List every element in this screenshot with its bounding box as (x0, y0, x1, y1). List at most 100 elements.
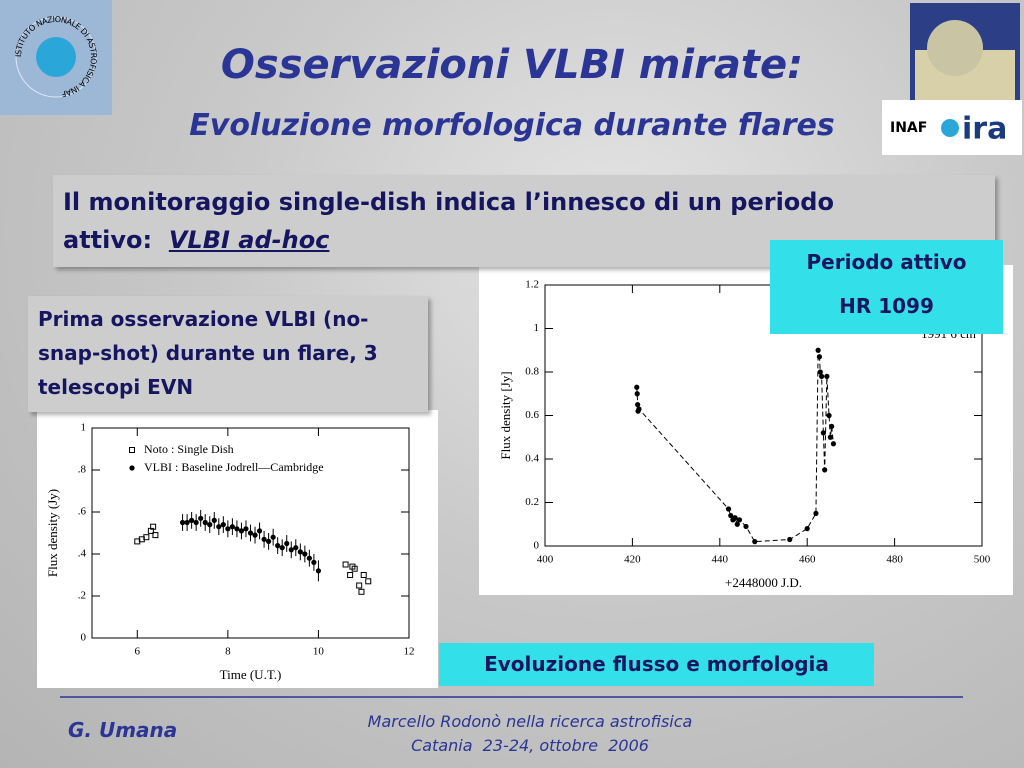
x-tick-label: 500 (974, 554, 991, 566)
marker (229, 524, 235, 530)
y-tick-label: 0.2 (525, 496, 539, 508)
x-axis-label: Time (U.T.) (220, 667, 282, 682)
marker (347, 572, 354, 578)
marker (252, 532, 258, 538)
x-tick-label: 420 (624, 554, 641, 566)
marker (184, 519, 190, 526)
y-tick-label: 0.6 (525, 409, 539, 421)
marker (725, 506, 732, 512)
marker (820, 430, 826, 436)
marker (311, 559, 317, 566)
ira-logo-dot (941, 119, 959, 137)
x-tick-label: 460 (799, 554, 816, 566)
x-tick-label: 440 (712, 554, 729, 566)
marker (342, 561, 349, 568)
marker (225, 526, 231, 532)
marker (360, 572, 367, 578)
marker (216, 524, 222, 530)
marker (826, 412, 832, 419)
marker (827, 434, 833, 440)
y-tick-label: 1 (534, 322, 540, 334)
marker (365, 578, 372, 585)
marker (635, 402, 641, 408)
marker (728, 512, 734, 519)
x-tick-label: 8 (225, 646, 231, 658)
marker (279, 545, 285, 551)
y-tick-label: 0.4 (525, 453, 539, 465)
marker (315, 568, 322, 574)
marker (266, 538, 272, 545)
marker (815, 347, 821, 353)
marker (284, 540, 290, 547)
marker (829, 423, 835, 429)
marker (129, 447, 135, 453)
footer-date: Catania 23-24, ottobre 2006 (411, 736, 649, 755)
caption-box: Evoluzione flusso e morfologia (439, 643, 874, 686)
marker (358, 588, 365, 595)
plot-frame (91, 427, 410, 639)
observatory-dome (927, 20, 983, 76)
x-tick-label: 400 (537, 554, 554, 566)
marker (143, 534, 150, 541)
marker (743, 523, 749, 530)
active-period-box: Periodo attivo HR 1099 (770, 240, 1003, 334)
note-box: Prima osservazione VLBI (no-snap-shot) d… (28, 296, 428, 412)
marker (819, 373, 825, 379)
marker (787, 536, 793, 543)
intro-highlight: VLBI ad-hoc (168, 226, 330, 254)
ira-logo-text: ira (962, 112, 1007, 147)
marker (732, 515, 738, 521)
title: Osservazioni VLBI mirate: (220, 42, 804, 88)
marker (830, 441, 837, 447)
active-period-label: Periodo attivo (806, 250, 967, 274)
marker (293, 545, 299, 551)
y-tick-label: .8 (78, 464, 87, 476)
marker (152, 532, 159, 539)
marker (220, 522, 226, 528)
marker (189, 517, 195, 524)
y-tick-label: .2 (78, 590, 86, 602)
y-tick-label: 0 (534, 540, 540, 552)
legend-label: Noto : Single Dish (144, 442, 234, 456)
marker (179, 519, 186, 526)
marker (275, 543, 281, 549)
marker (198, 515, 204, 521)
x-axis-label: +2448000 J.D. (725, 575, 802, 590)
marker (211, 517, 217, 524)
y-tick-label: 1.2 (525, 279, 539, 291)
marker (804, 526, 810, 532)
marker (256, 528, 263, 534)
legend-label: VLBI : Baseline Jodrell—Cambridge (144, 460, 324, 474)
marker (202, 519, 208, 526)
marker (234, 526, 240, 532)
y-tick-label: 1 (81, 422, 87, 434)
y-tick-label: .4 (78, 548, 87, 560)
footer-event-block: Marcello Rodonò nella ricerca astrofisic… (280, 710, 780, 758)
footer-event: Marcello Rodonò nella ricerca astrofisic… (367, 712, 693, 731)
marker (150, 523, 157, 530)
x-tick-label: 12 (404, 646, 415, 658)
intro-text: Il monitoraggio single-dish indica l’inn… (63, 188, 834, 254)
y-tick-label: 0 (81, 632, 87, 644)
marker (736, 517, 743, 523)
marker (129, 465, 135, 471)
footer-author: G. Umana (68, 718, 178, 742)
logo-planet (36, 37, 76, 77)
x-tick-label: 10 (313, 646, 325, 658)
marker (247, 530, 254, 536)
marker (636, 406, 642, 412)
y-axis-label: Flux density (Jy) (45, 489, 60, 577)
marker (634, 384, 640, 390)
marker (351, 565, 358, 572)
marker (634, 391, 640, 397)
chart-background (37, 410, 438, 688)
marker (297, 549, 303, 555)
marker (813, 510, 819, 516)
marker (193, 519, 199, 526)
marker (302, 551, 308, 557)
marker (261, 536, 267, 542)
marker (207, 522, 213, 528)
y-tick-label: .6 (78, 506, 87, 518)
marker (824, 373, 830, 379)
